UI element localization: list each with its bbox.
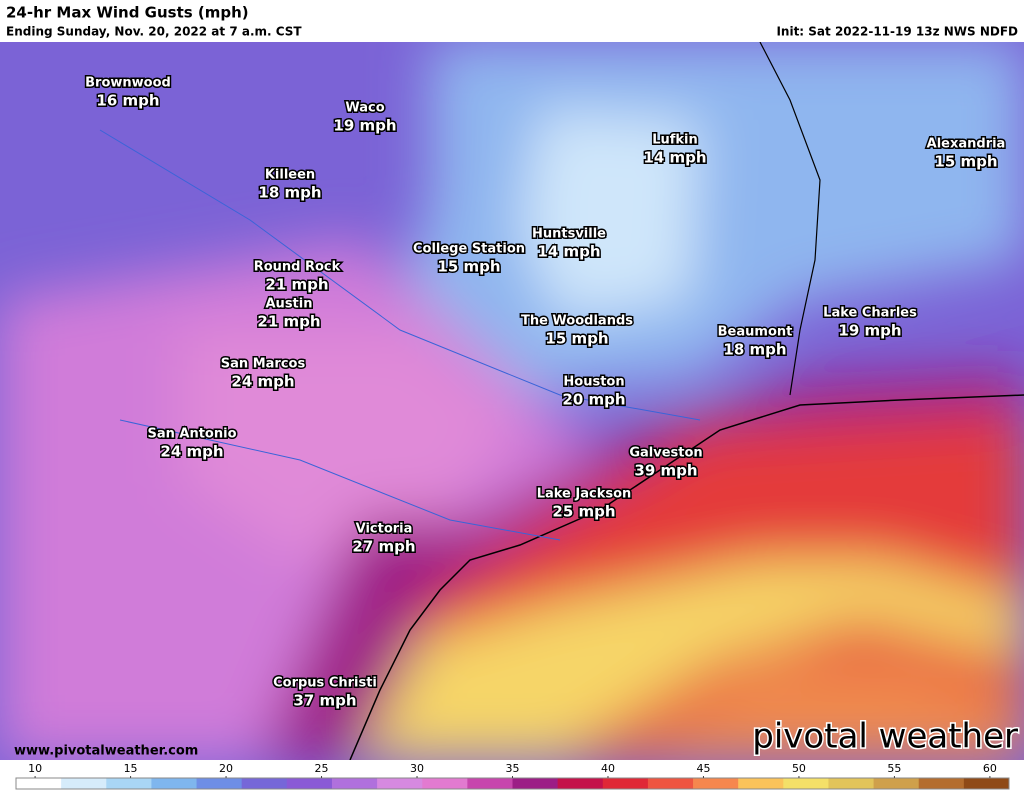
city-name: Houston — [563, 375, 624, 390]
title: 24-hr Max Wind Gusts (mph) — [6, 4, 249, 22]
colorbar-tick-label: 35 — [506, 762, 520, 775]
colorbar-swatch — [738, 778, 784, 789]
city-gust: 24 mph — [231, 373, 294, 391]
colorbar-tick-label: 10 — [28, 762, 42, 775]
city-gust: 18 mph — [258, 184, 321, 202]
brand-logo: pivotal weather — [752, 717, 1018, 757]
city-name: Lufkin — [652, 133, 698, 148]
city-gust: 20 mph — [562, 391, 625, 409]
subtitle: Ending Sunday, Nov. 20, 2022 at 7 a.m. C… — [6, 25, 302, 39]
colorbar-tick-label: 45 — [696, 762, 710, 775]
city-gust: 21 mph — [265, 276, 328, 294]
colorbar-swatch — [377, 778, 423, 789]
city-name: College Station — [413, 242, 525, 257]
city-name: Corpus Christi — [273, 676, 377, 691]
city-name: San Antonio — [147, 427, 236, 442]
colorbar-swatch — [151, 778, 198, 789]
city-name: The Woodlands — [521, 314, 633, 329]
website[interactable]: www.pivotalweather.com — [14, 744, 198, 759]
colorbar-swatch — [873, 778, 920, 789]
colorbar-swatch — [61, 778, 107, 789]
city-gust: 25 mph — [552, 503, 615, 521]
city-gust: 15 mph — [934, 153, 997, 171]
colorbar-tick-label: 40 — [601, 762, 615, 775]
city-gust: 14 mph — [537, 243, 600, 261]
colorbar-swatch — [286, 778, 333, 789]
city-name: Victoria — [356, 522, 413, 537]
colorbar-swatch — [467, 778, 513, 789]
city-name: Lake Charles — [823, 306, 917, 321]
colorbar-swatch — [647, 778, 694, 789]
colorbar-swatch — [963, 778, 1010, 789]
colorbar-tick-label: 55 — [887, 762, 901, 775]
colorbar-tick-label: 20 — [219, 762, 233, 775]
city-name: Killeen — [265, 168, 315, 183]
colorbar-tick-label: 50 — [792, 762, 806, 775]
city-gust: 16 mph — [96, 92, 159, 110]
city-name: Beaumont — [718, 325, 793, 340]
colorbar-tick-label: 25 — [315, 762, 329, 775]
city-gust: 27 mph — [352, 538, 415, 556]
city-name: Waco — [345, 101, 384, 116]
init-time: Init: Sat 2022-11-19 13z NWS NDFD — [776, 25, 1018, 39]
city-name: Round Rock — [254, 260, 341, 275]
colorbar-swatch — [106, 778, 152, 789]
city-name: Austin — [266, 297, 313, 312]
colorbar-swatch — [783, 778, 829, 789]
colorbar-tick-label: 30 — [410, 762, 424, 775]
city-name: Galveston — [629, 446, 702, 461]
colorbar-swatch — [512, 778, 559, 789]
city-gust: 37 mph — [293, 692, 356, 710]
colorbar-swatch — [557, 778, 604, 789]
colorbar-tick-label: 60 — [983, 762, 997, 775]
colorbar-swatch — [16, 778, 62, 789]
colorbar-swatch — [241, 778, 288, 789]
city-gust: 21 mph — [257, 313, 320, 331]
city-name: San Marcos — [221, 357, 306, 372]
colorbar-swatch — [331, 778, 378, 789]
colorbar-swatch — [828, 778, 875, 789]
city-gust: 14 mph — [643, 149, 706, 167]
colorbar-swatch — [422, 778, 468, 789]
colorbar-tick-label: 15 — [124, 762, 138, 775]
colorbar-swatch — [196, 778, 243, 789]
city-gust: 15 mph — [545, 330, 608, 348]
city-gust: 18 mph — [723, 341, 786, 359]
colorbar-swatch — [693, 778, 739, 789]
city-name: Lake Jackson — [537, 487, 632, 502]
city-gust: 19 mph — [333, 117, 396, 135]
city-name: Huntsville — [532, 227, 606, 242]
colorbar-swatch — [918, 778, 965, 789]
city-gust: 15 mph — [437, 258, 500, 276]
colorbar-swatch — [602, 778, 649, 789]
city-name: Brownwood — [85, 76, 171, 91]
city-gust: 39 mph — [634, 462, 697, 480]
city-gust: 24 mph — [160, 443, 223, 461]
colorbar: 10 15 20 25 30 35 40 45 50 55 60 — [15, 762, 1010, 790]
city-name: Alexandria — [927, 137, 1006, 152]
city-gust: 19 mph — [838, 322, 901, 340]
